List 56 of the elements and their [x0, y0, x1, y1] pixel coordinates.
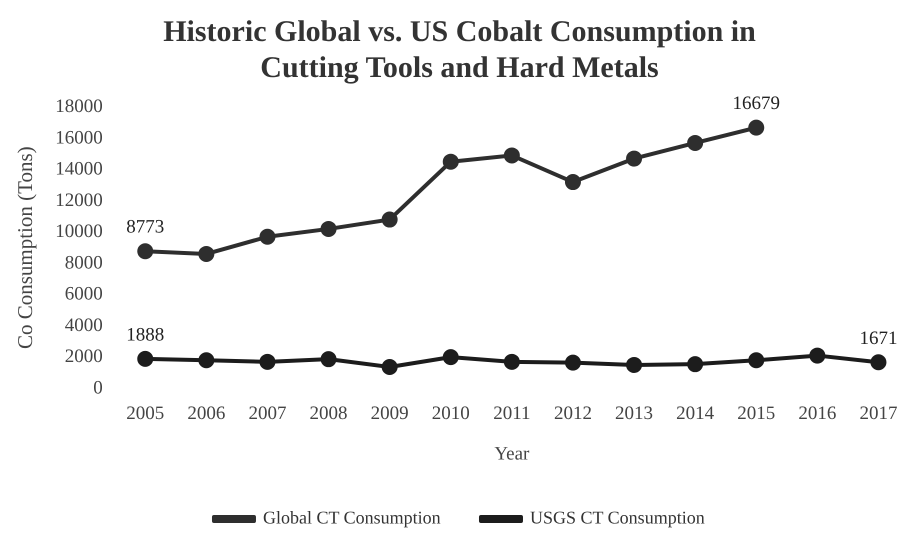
point — [137, 350, 154, 367]
x-tick-label: 2011 — [493, 402, 530, 424]
x-tick-label: 2014 — [676, 402, 715, 424]
point — [198, 352, 214, 368]
point — [687, 134, 704, 151]
point — [626, 356, 642, 373]
point — [320, 351, 337, 368]
legend-label: Global CT Consumption — [262, 508, 441, 528]
y-tick-label: 8000 — [64, 252, 103, 274]
y-axis-title: Co Consumption (Tons) — [13, 146, 38, 350]
y-tick-label: 2000 — [64, 346, 103, 368]
x-axis-title: Year — [494, 444, 530, 465]
x-tick-label: 2007 — [248, 402, 286, 424]
point — [137, 243, 154, 260]
x-tick-label: 2008 — [310, 402, 348, 424]
point — [382, 212, 398, 228]
data-label: 16679 — [732, 93, 780, 114]
point — [626, 150, 642, 167]
point — [442, 154, 459, 170]
x-tick-label: 2010 — [432, 402, 470, 424]
data-label: 1671 — [859, 328, 898, 349]
point — [198, 246, 214, 262]
x-tick-label: 2012 — [554, 402, 592, 424]
y-tick-label: 0 — [93, 377, 103, 398]
chart-title: Historic Global vs. US Cobalt Consumption in Cutting Tools and Hard Metals — [163, 14, 756, 84]
x-tick-label: 2015 — [737, 402, 776, 424]
x-tick-label: 2009 — [370, 402, 409, 424]
point — [320, 220, 337, 237]
x-tick-label: 2016 — [798, 402, 836, 424]
point — [504, 147, 520, 164]
point — [259, 228, 276, 245]
y-tick-label: 10000 — [55, 221, 103, 242]
data-label: 1888 — [126, 324, 164, 346]
x-tick-label: 2013 — [615, 402, 654, 424]
point — [748, 352, 764, 368]
x-tick-label: 2005 — [126, 402, 164, 424]
point — [748, 120, 764, 136]
point — [259, 354, 276, 370]
point — [809, 348, 826, 364]
legend-label: USGS CT Consumption — [530, 508, 705, 528]
y-tick-label: 4000 — [64, 314, 103, 336]
point — [382, 358, 398, 375]
point — [504, 354, 520, 370]
y-tick-label: 18000 — [55, 96, 103, 117]
data-label: 8773 — [126, 216, 164, 238]
point — [870, 354, 886, 370]
point — [442, 349, 459, 366]
point — [687, 356, 704, 372]
x-tick-label: 2017 — [859, 402, 898, 424]
x-tick-label: 2006 — [187, 402, 226, 424]
point — [564, 354, 581, 371]
y-tick-label: 16000 — [55, 127, 103, 148]
y-tick-label: 14000 — [55, 158, 103, 180]
y-tick-label: 12000 — [55, 190, 103, 211]
y-tick-label: 6000 — [64, 284, 103, 305]
point — [564, 174, 581, 190]
